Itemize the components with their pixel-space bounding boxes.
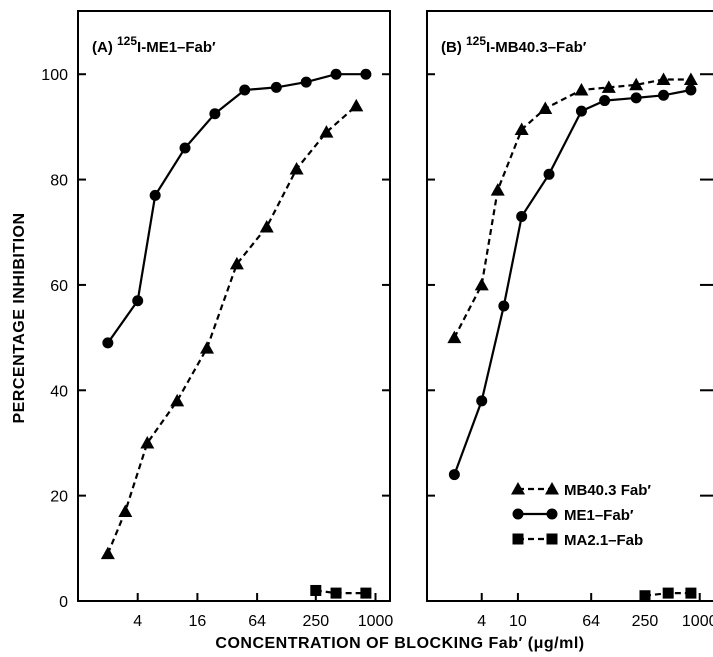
point-a-square-2 <box>360 587 372 599</box>
x-tick-label-b-0: 4 <box>477 613 486 630</box>
point-a-triangle-4 <box>200 341 215 354</box>
panel-label-b: (B) <box>441 39 466 56</box>
series-line-b-circle <box>453 88 692 475</box>
point-b-square-1 <box>662 587 674 599</box>
point-a-triangle-0 <box>100 546 115 560</box>
point-a-circle-4 <box>209 108 221 120</box>
panel-label-a: (A) <box>92 39 117 56</box>
point-b-circle-4 <box>543 168 555 180</box>
x-tick-label-a-2: 64 <box>248 613 266 630</box>
legend: MB40.3 Fab′ ME1–Fab′ MA2.1–Fab <box>511 482 651 549</box>
panel-b: 4 10 64 250 1000 (B) 125I-MB40.3–Fab′ <box>426 10 713 630</box>
point-a-triangle-9 <box>349 98 364 112</box>
point-b-circle-1 <box>476 395 488 407</box>
point-b-square-2 <box>685 587 697 599</box>
point-a-triangle-2 <box>140 435 155 449</box>
point-a-triangle-5 <box>229 256 244 270</box>
point-a-circle-7 <box>300 76 312 88</box>
point-b-triangle-9 <box>683 72 698 85</box>
point-a-circle-6 <box>270 81 282 93</box>
legend-marker-circle-end <box>546 508 558 520</box>
series-line-b-triangle <box>453 78 691 339</box>
x-tick-label-a-4: 1000 <box>358 613 394 630</box>
point-b-circle-7 <box>630 92 642 104</box>
panel-a: 0 20 40 60 80 100 4 16 64 250 1000 (A) 125I-ME1–Fab… <box>41 10 394 630</box>
y-tick-label-3: 60 <box>50 278 68 295</box>
point-b-circle-0 <box>448 469 460 481</box>
legend-label-circle: ME1–Fab′ <box>564 507 634 524</box>
legend-marker-triangle-end <box>545 482 559 495</box>
point-b-triangle-7 <box>629 77 644 91</box>
point-b-triangle-1 <box>474 277 489 291</box>
point-a-triangle-6 <box>259 219 274 233</box>
point-b-circle-9 <box>685 84 697 96</box>
x-tick-label-a-0: 4 <box>133 613 142 630</box>
y-tick-label-2: 40 <box>50 383 68 400</box>
legend-marker-square-end <box>546 533 558 545</box>
panel-title-text-a: I-ME1–Fab′ <box>137 39 216 56</box>
point-a-circle-2 <box>149 189 161 201</box>
y-tick-label-5: 100 <box>41 67 68 84</box>
x-tick-label-b-4: 1000 <box>682 613 713 630</box>
point-b-circle-6 <box>599 95 611 107</box>
y-tick-label-4: 80 <box>50 173 68 190</box>
point-b-triangle-6 <box>601 80 616 93</box>
y-axis-title: PERCENTAGE INHIBITION <box>11 212 28 423</box>
point-b-triangle-2 <box>490 183 505 196</box>
point-a-triangle-7 <box>289 162 304 175</box>
y-tick-label-1: 20 <box>50 489 68 506</box>
x-axis-title: CONCENTRATION OF BLOCKING Fab′ (μg/ml) <box>215 635 584 652</box>
plot-frame-a <box>77 10 391 602</box>
point-a-square-0 <box>310 584 322 596</box>
plot-frame-b <box>426 10 713 602</box>
point-b-triangle-5 <box>574 83 589 96</box>
x-tick-label-a-1: 16 <box>189 613 207 630</box>
point-b-square-0 <box>639 590 651 602</box>
panel-title-a: (A) 125I-ME1–Fab′ <box>92 34 216 56</box>
point-a-circle-9 <box>360 68 372 80</box>
point-a-circle-8 <box>330 68 342 80</box>
legend-marker-circle-start <box>512 508 524 520</box>
point-a-circle-3 <box>179 142 191 154</box>
point-a-circle-1 <box>132 295 144 307</box>
point-a-circle-0 <box>102 337 114 349</box>
legend-marker-triangle-start <box>511 482 525 495</box>
panel-title-b: (B) 125I-MB40.3–Fab′ <box>441 34 587 56</box>
panel-title-superscript-a: 125 <box>117 34 137 48</box>
point-a-square-1 <box>330 587 342 599</box>
legend-label-triangle: MB40.3 Fab′ <box>564 482 651 499</box>
point-b-triangle-3 <box>514 122 529 136</box>
point-a-triangle-3 <box>170 393 185 407</box>
x-tick-label-b-2: 64 <box>582 613 600 630</box>
point-b-triangle-8 <box>656 72 671 85</box>
x-tick-label-b-3: 250 <box>632 613 659 630</box>
x-tick-label-b-1: 10 <box>509 613 527 630</box>
panel-title-text-b: I-MB40.3–Fab′ <box>486 39 587 56</box>
point-b-circle-5 <box>575 105 587 117</box>
series-line-a-circle <box>107 73 366 344</box>
legend-marker-square-start <box>512 533 524 545</box>
point-b-circle-8 <box>658 89 670 101</box>
legend-label-square: MA2.1–Fab <box>564 532 643 549</box>
point-b-triangle-0 <box>447 330 462 344</box>
series-line-a-triangle <box>106 104 358 555</box>
panel-title-superscript-b: 125 <box>466 34 486 48</box>
x-tick-label-a-3: 250 <box>302 613 329 630</box>
point-a-triangle-8 <box>319 125 334 138</box>
point-a-triangle-1 <box>118 504 133 517</box>
y-tick-label-0: 0 <box>59 594 68 611</box>
point-b-circle-2 <box>498 300 510 312</box>
point-a-circle-5 <box>239 84 251 96</box>
point-b-triangle-4 <box>538 101 553 114</box>
point-b-circle-3 <box>516 210 528 222</box>
